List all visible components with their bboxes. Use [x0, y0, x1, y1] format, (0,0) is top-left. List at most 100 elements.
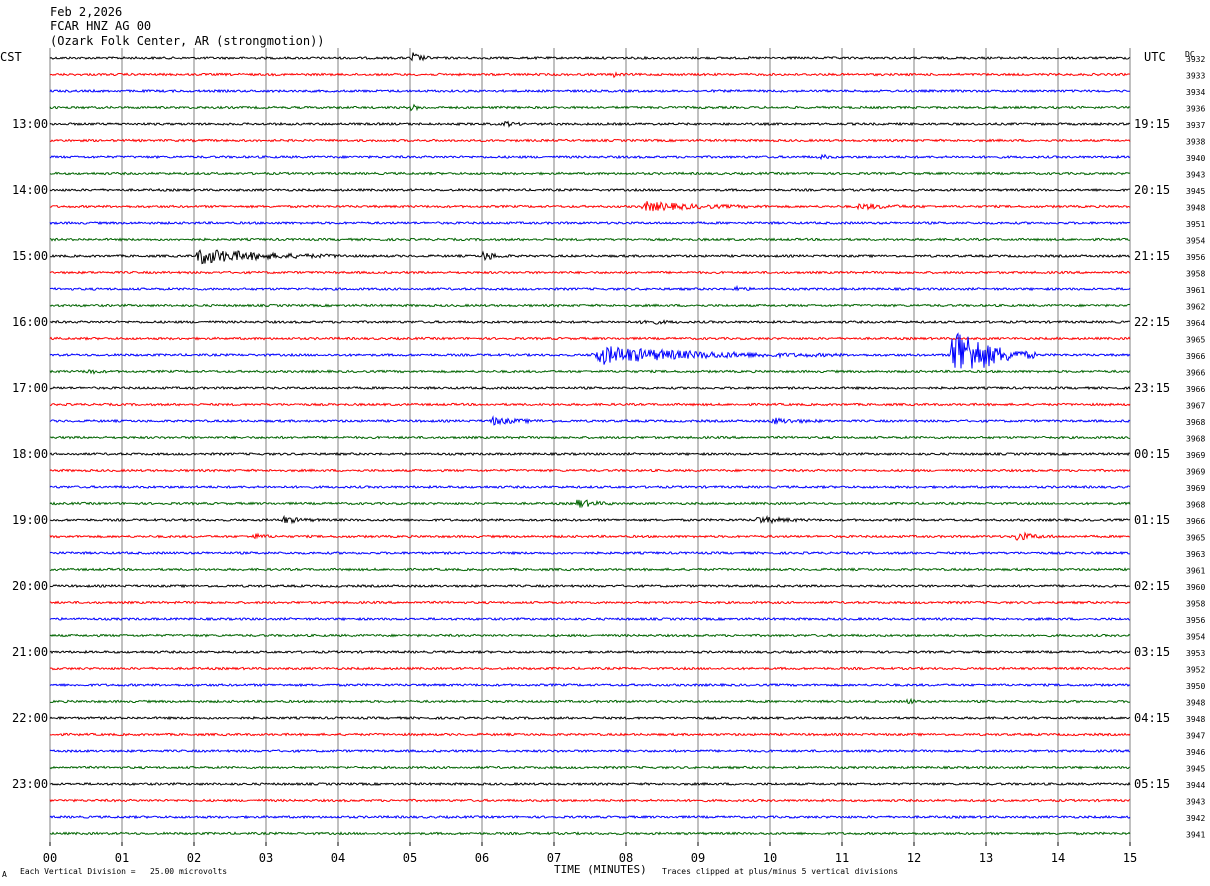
- dc-offset-label: 3948: [1186, 204, 1205, 213]
- dc-offset-label: 3965: [1186, 336, 1205, 345]
- cst-hour-label: 19:00: [12, 513, 48, 527]
- dc-offset-label: 3941: [1186, 831, 1205, 840]
- x-tick-label: 14: [1051, 851, 1065, 865]
- x-tick-label: 04: [331, 851, 345, 865]
- seismic-trace: [49, 451, 1131, 457]
- dc-offset-label: 3953: [1186, 649, 1205, 658]
- dc-offset-label: 3960: [1186, 583, 1205, 592]
- seismic-trace: [49, 120, 1131, 128]
- x-tick-label: 06: [475, 851, 489, 865]
- dc-offset-label: 3958: [1186, 600, 1205, 609]
- seismic-trace: [49, 153, 1131, 161]
- dc-offset-label: 3948: [1186, 699, 1205, 708]
- seismic-trace: [49, 697, 1131, 705]
- seismic-trace: [49, 781, 1131, 787]
- dc-offset-label: 3969: [1186, 468, 1205, 477]
- seismic-trace: [49, 666, 1131, 671]
- seismic-trace: [49, 484, 1131, 490]
- utc-hour-label: 05:15: [1134, 777, 1170, 791]
- seismic-trace: [49, 732, 1131, 737]
- utc-hour-label: 19:15: [1134, 117, 1170, 131]
- x-tick-label: 13: [979, 851, 993, 865]
- dc-offset-label: 3954: [1186, 237, 1205, 246]
- cst-hour-label: 14:00: [12, 183, 48, 197]
- dc-offset-label: 3963: [1186, 550, 1205, 559]
- dc-header: DC: [1185, 50, 1195, 59]
- dc-offset-label: 3946: [1186, 748, 1205, 757]
- dc-offset-label: 3956: [1186, 616, 1205, 625]
- x-tick-label: 12: [907, 851, 921, 865]
- utc-hour-label: 03:15: [1134, 645, 1170, 659]
- dc-offset-label: 3937: [1186, 121, 1205, 130]
- cst-hour-label: 23:00: [12, 777, 48, 791]
- seismic-trace: [49, 435, 1131, 440]
- plot-date: Feb 2,2026: [50, 5, 123, 19]
- dc-offset-label: 3956: [1186, 253, 1205, 262]
- station-location: (Ozark Folk Center, AR (strongmotion)): [50, 34, 325, 48]
- dc-offset-label: 3968: [1186, 435, 1205, 444]
- utc-hour-label: 00:15: [1134, 447, 1170, 461]
- clip-note: Traces clipped at plus/minus 5 vertical …: [662, 867, 899, 876]
- seismic-trace: [49, 748, 1131, 754]
- cst-hour-label: 13:00: [12, 117, 48, 131]
- dc-offset-label: 3967: [1186, 402, 1205, 411]
- dc-offset-label: 3966: [1186, 369, 1205, 378]
- seismic-trace: [49, 499, 1131, 509]
- dc-offset-label: 3943: [1186, 798, 1205, 807]
- dc-offset-label: 3968: [1186, 501, 1205, 510]
- seismic-trace: [49, 583, 1131, 589]
- x-tick-label: 08: [619, 851, 633, 865]
- dc-offset-label: 3964: [1186, 319, 1205, 328]
- dc-offset-label: 3948: [1186, 715, 1205, 724]
- seismic-trace: [49, 567, 1130, 572]
- seismic-trace: [49, 249, 1131, 265]
- dc-offset-label: 3945: [1186, 765, 1205, 774]
- seismic-trace: [49, 633, 1131, 638]
- seismic-trace: [49, 332, 1131, 369]
- utc-hour-label: 20:15: [1134, 183, 1170, 197]
- seismic-trace: [49, 171, 1131, 176]
- seismic-trace: [49, 649, 1131, 655]
- dc-offset-label: 3961: [1186, 567, 1205, 576]
- seismic-trace: [49, 369, 1131, 375]
- dc-offset-label: 3933: [1186, 72, 1205, 81]
- utc-hour-label: 01:15: [1134, 513, 1170, 527]
- dc-offset-label: 3936: [1186, 105, 1205, 114]
- seismic-trace: [49, 319, 1131, 325]
- dc-offset-label: 3968: [1186, 418, 1205, 427]
- scale-note: Each Vertical Division = 25.00 microvolt…: [20, 867, 228, 876]
- dc-offset-label: 3945: [1186, 187, 1205, 196]
- x-axis-label: TIME (MINUTES): [554, 863, 647, 876]
- seismic-trace: [49, 814, 1131, 820]
- seismic-trace: [49, 284, 1131, 292]
- x-tick-label: 05: [403, 851, 417, 865]
- seismic-trace: [49, 798, 1131, 803]
- cst-hour-label: 17:00: [12, 381, 48, 395]
- seismic-trace: [49, 682, 1131, 688]
- x-tick-label: 03: [259, 851, 273, 865]
- dc-offset-label: 3962: [1186, 303, 1205, 312]
- dc-offset-label: 3938: [1186, 138, 1205, 147]
- utc-hour-label: 22:15: [1134, 315, 1170, 329]
- seismic-trace: [49, 550, 1130, 556]
- seismic-trace: [49, 103, 1131, 112]
- dc-offset-label: 3966: [1186, 352, 1205, 361]
- seismic-trace: [49, 514, 1131, 525]
- dc-offset-label: 3942: [1186, 814, 1205, 823]
- seismic-trace: [49, 336, 1131, 341]
- dc-offset-label: 3958: [1186, 270, 1205, 279]
- seismic-trace: [49, 187, 1130, 193]
- dc-offset-label: 3952: [1186, 666, 1205, 675]
- cst-hour-label: 20:00: [12, 579, 48, 593]
- seismic-trace: [49, 71, 1131, 79]
- seismic-trace: [49, 237, 1131, 242]
- corner-mark: A: [2, 870, 7, 879]
- dc-offset-label: 3961: [1186, 286, 1205, 295]
- x-tick-label: 00: [43, 851, 57, 865]
- dc-offset-label: 3966: [1186, 517, 1205, 526]
- utc-hour-label: 02:15: [1134, 579, 1170, 593]
- x-tick-label: 11: [835, 851, 849, 865]
- seismic-trace: [49, 303, 1131, 308]
- seismic-trace: [49, 415, 1131, 426]
